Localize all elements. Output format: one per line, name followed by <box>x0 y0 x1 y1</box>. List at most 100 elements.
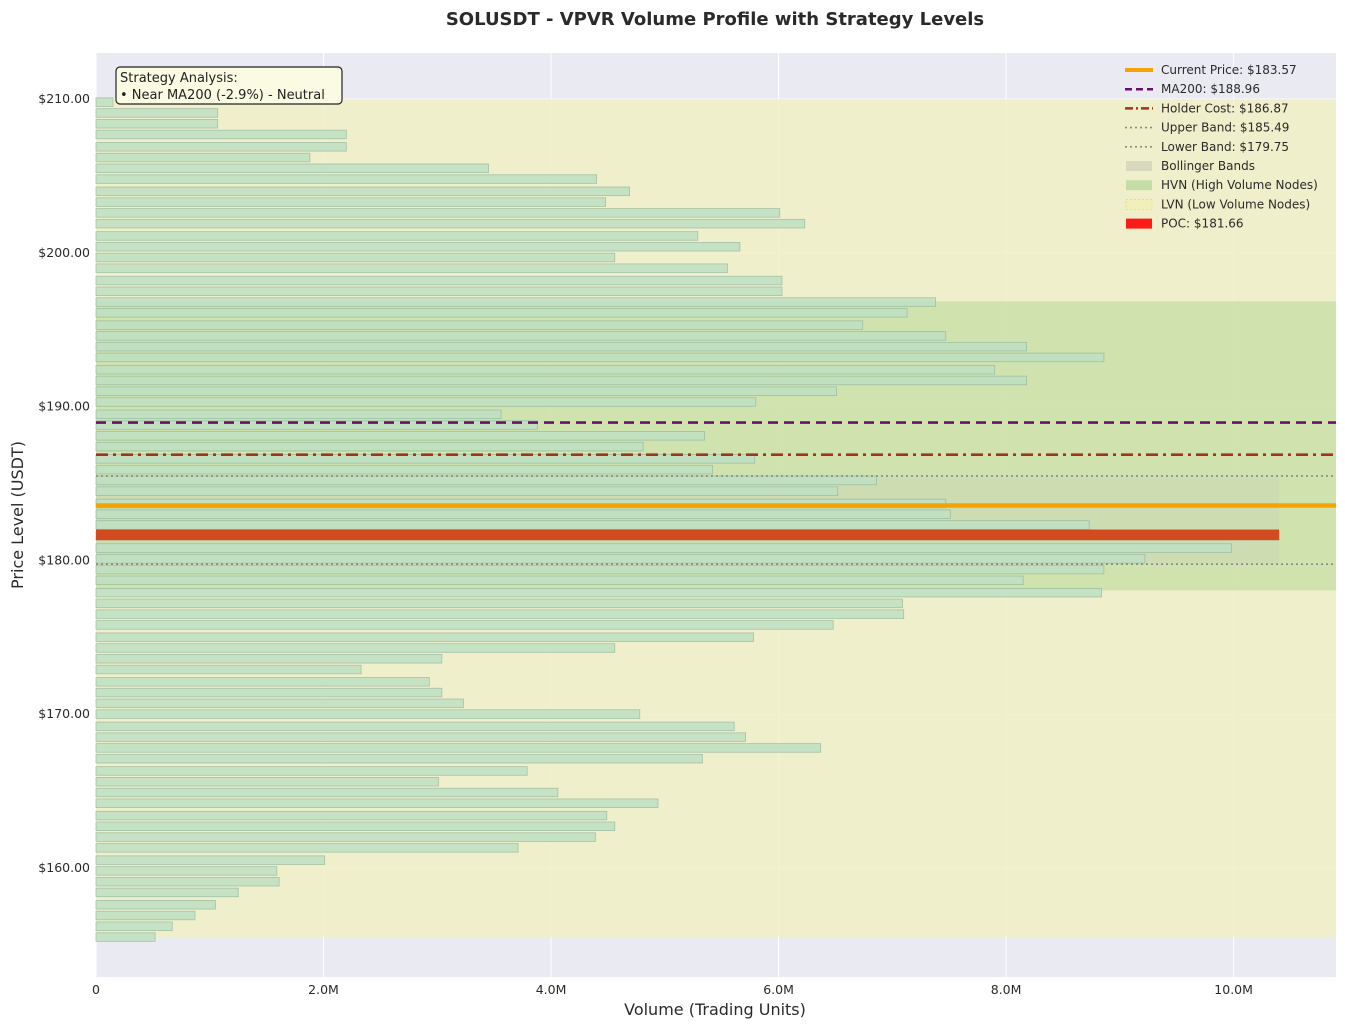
volume-bar <box>95 420 538 430</box>
x-tick-label: 2.0M <box>308 982 339 997</box>
volume-bar <box>95 743 822 753</box>
volume-bar <box>95 798 659 808</box>
volume-bar <box>95 698 464 709</box>
volume-bar <box>95 564 1105 575</box>
volume-bar <box>95 320 864 330</box>
legend-label: MA200: $188.96 <box>1161 82 1260 96</box>
volume-bar <box>95 365 996 375</box>
y-tick-label: $190.00 <box>38 399 90 414</box>
y-axis-label: Price Level (USDT) <box>8 441 27 589</box>
volume-bar <box>95 231 699 241</box>
annotation-box <box>115 66 343 105</box>
volume-bar <box>95 352 1105 363</box>
annotation-text: • Near MA200 (-2.9%) - Neutral <box>120 88 325 103</box>
volume-bar <box>95 218 806 229</box>
volume-bar <box>95 163 489 174</box>
volume-bar <box>95 308 908 318</box>
legend-item-lvn: LVN (Low Volume Nodes) <box>1125 197 1310 211</box>
volume-bar <box>95 197 607 207</box>
legend-label: Upper Band: $185.49 <box>1161 121 1289 135</box>
annotation-title: Strategy Analysis: <box>120 71 238 86</box>
volume-bar <box>95 855 326 865</box>
volume-bar <box>95 520 1090 530</box>
y-tick-label: $170.00 <box>38 706 90 721</box>
volume-bar <box>95 286 783 297</box>
legend-item-holder: Holder Cost: $186.87 <box>1125 101 1289 115</box>
volume-bar <box>95 598 903 609</box>
volume-bar <box>95 787 559 798</box>
volume-bar <box>95 575 1024 586</box>
poc-bar <box>96 529 1280 541</box>
volume-bar <box>95 687 443 698</box>
legend-swatch <box>1126 161 1152 171</box>
volume-bar <box>95 766 528 776</box>
volume-bar <box>95 397 757 407</box>
legend-item-bollinger: Bollinger Bands <box>1126 159 1255 173</box>
x-axis-label: Volume (Trading Units) <box>624 1000 806 1019</box>
volume-bar <box>95 709 641 719</box>
legend-item-poc: POC: $181.66 <box>1126 217 1244 231</box>
volume-bar <box>95 108 219 118</box>
volume-bar <box>95 887 239 898</box>
y-tick-label: $200.00 <box>38 245 90 260</box>
volume-bar <box>95 900 216 910</box>
legend-swatch <box>1126 218 1152 229</box>
volume-bar <box>95 554 1146 564</box>
legend-label: HVN (High Volume Nodes) <box>1161 178 1318 192</box>
x-tick-label: 10.0M <box>1214 982 1253 997</box>
volume-bar <box>95 620 834 630</box>
volume-bar <box>95 587 1103 598</box>
volume-bar <box>95 821 616 832</box>
volume-bar <box>95 643 616 653</box>
legend: Current Price: $183.57 MA200: $188.96 Hold… <box>1125 63 1318 231</box>
legend-label: Lower Band: $179.75 <box>1161 140 1289 154</box>
volume-bar <box>95 486 839 496</box>
volume-bar <box>95 832 596 842</box>
legend-item-hvn: HVN (High Volume Nodes) <box>1126 178 1318 192</box>
legend-label: Holder Cost: $186.87 <box>1161 101 1289 115</box>
legend-item-current: Current Price: $183.57 <box>1125 63 1297 77</box>
legend-label: Current Price: $183.57 <box>1161 63 1297 77</box>
volume-bar <box>95 208 781 218</box>
volume-bar <box>95 932 156 942</box>
legend-swatch <box>1126 180 1152 191</box>
volume-bar <box>95 331 947 341</box>
x-tick-label: 6.0M <box>763 982 794 997</box>
volume-bar <box>95 866 278 876</box>
volume-bar <box>95 921 173 931</box>
volume-bar <box>95 252 616 263</box>
volume-bar <box>95 142 347 152</box>
volume-bar <box>95 409 502 420</box>
legend-label: LVN (Low Volume Nodes) <box>1161 197 1310 211</box>
volume-bar <box>95 876 280 887</box>
legend-label: Bollinger Bands <box>1161 159 1255 173</box>
x-tick-label: 4.0M <box>536 982 567 997</box>
volume-bar <box>95 543 1232 553</box>
volume-bar <box>95 242 741 252</box>
y-tick-label: $210.00 <box>38 91 90 106</box>
volume-bar <box>95 677 430 687</box>
volume-bar <box>95 375 1027 386</box>
volume-bar <box>95 275 783 286</box>
chart-title: SOLUSDT - VPVR Volume Profile with Strat… <box>446 9 984 30</box>
volume-bar <box>95 129 347 140</box>
volume-bar <box>95 263 728 273</box>
y-tick-label: $180.00 <box>38 552 90 567</box>
volume-bar <box>95 777 439 787</box>
y-tick-label: $160.00 <box>38 860 90 875</box>
volume-bar <box>95 632 754 642</box>
volume-bar <box>95 174 597 184</box>
volume-bar <box>95 910 196 921</box>
volume-bar <box>95 732 746 742</box>
volume-bar <box>95 464 713 475</box>
volume-bar <box>95 386 837 396</box>
volume-bar <box>95 664 362 675</box>
volume-bar <box>95 441 644 452</box>
volume-bar <box>95 341 1027 352</box>
volume-bar <box>95 97 114 107</box>
legend-label: POC: $181.66 <box>1161 217 1244 231</box>
volume-bar <box>95 186 630 197</box>
legend-item-upper: Upper Band: $185.49 <box>1125 121 1289 135</box>
volume-bar <box>95 654 443 664</box>
